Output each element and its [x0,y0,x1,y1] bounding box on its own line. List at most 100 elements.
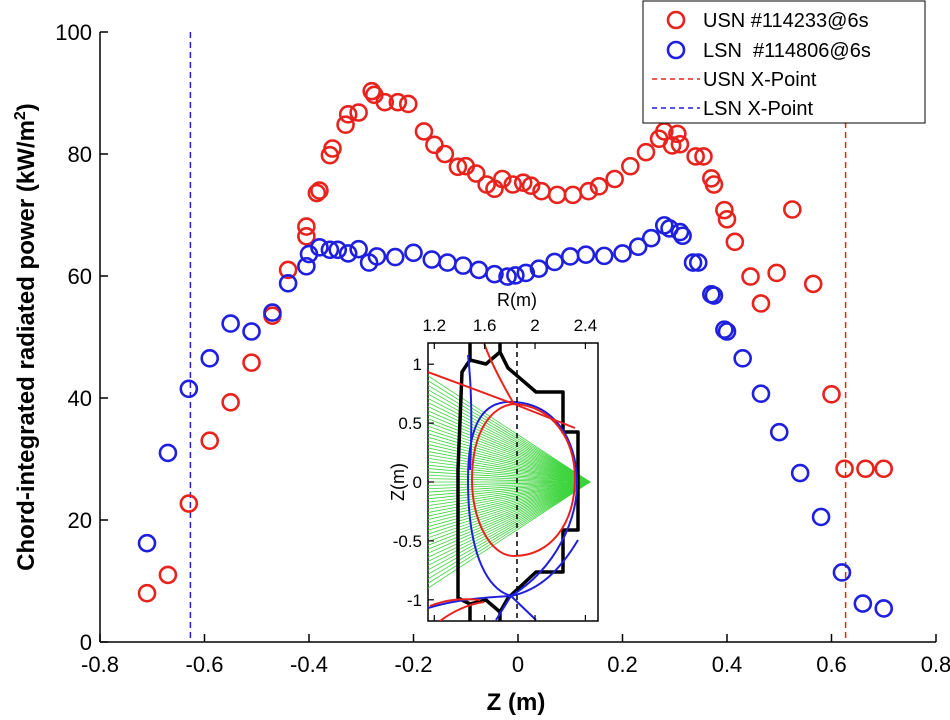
inset-sightline [428,433,591,483]
usn-data-point [694,147,713,166]
inset-y-tick-label: 0.5 [398,414,422,433]
usn-data-point [375,92,395,112]
y-tick-label: 60 [68,264,92,289]
usn-data-point [835,459,854,479]
legend-box [642,0,926,124]
legend-usn-marker [666,10,686,30]
lsn-data-point [715,320,734,339]
lsn-data-point [349,239,368,259]
lsn-data-point [469,260,489,280]
inset-sightline [428,457,591,483]
usn-separatrix [470,402,577,558]
legend-usn-xpoint-label: USN X-Point [703,69,817,91]
lsn-data-point [367,247,387,266]
usn-data-point [874,459,894,479]
lsn-data-point [594,246,614,266]
usn-data-point [751,294,771,313]
inset-sightline [428,406,591,483]
usn-data-point [662,136,682,155]
legend-lsn-label: LSN #114806@6s [703,40,871,62]
lsn-data-point [751,384,771,404]
lsn-data-point [422,250,442,269]
inset-sightline [428,481,591,531]
usn-data-point [715,200,734,220]
inset-x-tick-label: 1.6 [473,316,497,335]
inset-sightline [428,481,591,510]
inset-sightline [428,481,591,542]
inset-sightline [428,481,591,496]
inset-sightline [428,481,591,524]
inset-y-axis-title: Z(m) [388,463,408,501]
usn-data-point [605,169,624,189]
y-axis-title-unit-sup: 2 [12,111,29,120]
inset-sightline [428,481,591,528]
y-tick-label: 80 [68,142,92,167]
inset-sightline [428,481,591,520]
inset-sightline [428,402,591,483]
inset-sightline [428,481,591,550]
usn-data-point [686,147,705,166]
usn-data-point [741,267,760,286]
usn-data-point [725,232,745,252]
lsn-data-point [790,463,810,483]
x-tick-label: 0.6 [816,652,847,677]
inset-sightline [428,447,591,483]
usn-data-point [362,81,382,101]
inset-sightline [428,481,591,517]
x-tick-label: -0.4 [290,652,328,677]
usn-data-point [425,135,444,155]
inset-sightline [428,375,591,483]
y-tick-label: 40 [68,386,92,411]
usn-data-point [336,115,355,135]
y-tick-label: 0 [80,630,92,655]
inset-sightline [428,380,591,483]
usn-data-point [521,176,541,196]
lsn-separatrix-legs [428,354,579,621]
lsn-data-point [529,259,549,278]
usn-data-point [822,385,841,404]
lsn-data-point [320,240,340,260]
usn-data-point [803,274,823,294]
inset-x-ticks: 1.2 1.6 2 2.4 [422,316,597,621]
legend-usn-label: USN #114233@6s [703,10,869,32]
lsn-data-point [328,240,348,260]
usn-data-point [323,139,342,158]
inset-sightline [428,481,591,562]
inset-y-tick-label: -0.5 [393,532,422,551]
inset-sightline [428,481,591,503]
usn-data-point [435,144,455,164]
usn-data-point [493,169,512,189]
inset-y-tick-label: 0 [413,473,422,492]
inset-sightline [428,422,591,483]
inset-sightline [428,481,591,558]
lsn-data-point [338,244,358,263]
lsn-data-point [453,256,473,275]
x-tick-label: -0.8 [81,652,119,677]
inset-sightline [428,454,591,483]
y-axis-title-unit-close: ) [13,103,40,111]
usn-data-point [297,217,316,236]
inset-sightline [428,440,591,483]
usn-separatrix-legs [428,343,576,621]
usn-data-point [856,459,875,479]
lsn-data-point [516,263,536,283]
lsn-data-point [628,237,648,257]
usn-data-point [767,263,786,283]
inset-sightline [428,444,591,483]
inset-sightline [428,389,591,483]
usn-data-point [563,185,583,205]
usn-data-point [297,227,316,246]
lsn-data-point [704,286,724,305]
inset-sightline [428,481,591,500]
inset-sightline [428,481,591,539]
inset-sightline [428,397,591,483]
inset-sightline [428,451,591,483]
lsn-data-point [733,349,752,368]
inset-y-ticks: 1 0.5 0 -0.5 -1 [393,355,434,610]
inset-sightline [428,425,591,483]
legend-lsn-xpoint-label: LSN X-Point [703,98,813,120]
y-axis-title-space [13,192,40,199]
inset-x-tick-label: 2 [530,316,539,335]
inset-sightlines [428,375,591,589]
lsn-data-point [310,238,329,257]
